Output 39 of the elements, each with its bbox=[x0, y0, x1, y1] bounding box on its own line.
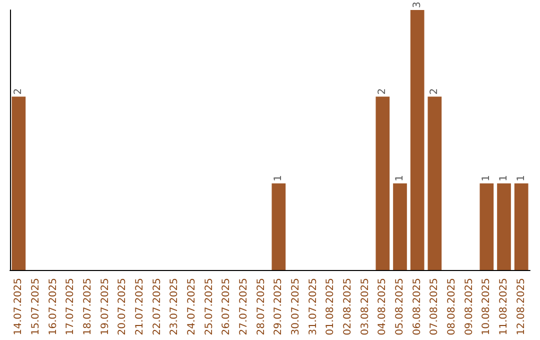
x-tick-label: 24.07.2025 bbox=[186, 278, 198, 336]
data-label: 2 bbox=[13, 88, 24, 95]
data-label: 3 bbox=[412, 2, 423, 8]
x-tick-label: 02.08.2025 bbox=[342, 278, 354, 336]
data-label: 2 bbox=[377, 88, 388, 95]
data-label: 1 bbox=[273, 174, 284, 182]
x-tick-label: 18.07.2025 bbox=[82, 278, 94, 336]
x-tick-label: 17.07.2025 bbox=[65, 278, 76, 336]
x-tick-label: 09.08.2025 bbox=[464, 278, 475, 336]
x-tick-label: 29.07.2025 bbox=[273, 278, 284, 336]
x-tick-label: 15.07.2025 bbox=[30, 278, 42, 336]
data-label: 1 bbox=[394, 174, 406, 182]
x-tick-label: 21.07.2025 bbox=[134, 278, 146, 336]
x-tick-label: 27.07.2025 bbox=[238, 278, 250, 336]
x-tick-label: 20.07.2025 bbox=[117, 278, 128, 336]
x-tick-label: 08.08.2025 bbox=[446, 278, 458, 336]
x-tick-label: 06.08.2025 bbox=[412, 278, 423, 336]
x-tick-label: 19.07.2025 bbox=[100, 278, 111, 336]
x-tick-label: 31.07.2025 bbox=[308, 278, 319, 336]
x-tick-label: 01.08.2025 bbox=[325, 278, 336, 336]
x-tick-label: 16.07.2025 bbox=[48, 278, 59, 336]
x-tick-label: 30.07.2025 bbox=[290, 278, 302, 336]
x-tick-label: 26.07.2025 bbox=[221, 278, 232, 336]
x-tick-label: 12.08.2025 bbox=[516, 278, 527, 336]
data-label: 1 bbox=[481, 174, 492, 182]
x-tick-label: 05.08.2025 bbox=[394, 278, 406, 336]
x-tick-label: 07.08.2025 bbox=[429, 278, 440, 336]
data-label: 1 bbox=[498, 174, 510, 182]
data-label: 1 bbox=[516, 174, 527, 182]
x-tick-label: 04.08.2025 bbox=[377, 278, 388, 336]
x-tick-label: 11.08.2025 bbox=[498, 278, 510, 336]
data-label: 2 bbox=[429, 88, 440, 95]
x-tick-label: 14.07.2025 bbox=[13, 278, 24, 336]
x-tick-label: 23.07.2025 bbox=[169, 278, 180, 336]
x-tick-label: 28.07.2025 bbox=[256, 278, 267, 336]
x-tick-label: 25.07.2025 bbox=[204, 278, 215, 336]
x-tick-label: 10.08.2025 bbox=[481, 278, 492, 336]
x-tick-label: 03.08.2025 bbox=[360, 278, 371, 336]
x-tick-label: 22.07.2025 bbox=[152, 278, 163, 336]
